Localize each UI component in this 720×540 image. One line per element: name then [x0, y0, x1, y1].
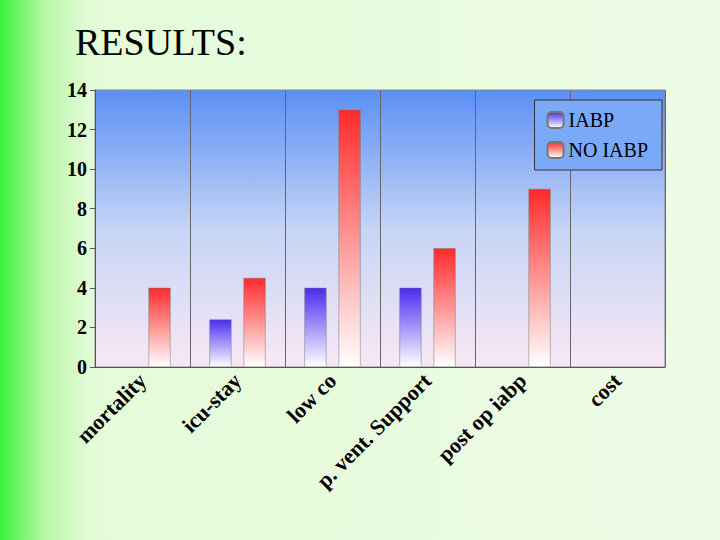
svg-text:IABP: IABP	[569, 109, 615, 131]
svg-text:0: 0	[77, 356, 87, 378]
svg-text:8: 8	[77, 198, 87, 220]
svg-text:low co: low co	[282, 368, 342, 428]
svg-text:6: 6	[77, 237, 87, 259]
svg-text:12: 12	[67, 119, 87, 141]
svg-text:post op iabp: post op iabp	[432, 368, 531, 467]
svg-text:14: 14	[67, 79, 87, 101]
svg-text:cost: cost	[583, 368, 627, 412]
svg-text:4: 4	[77, 277, 87, 299]
svg-text:RESULTS:: RESULTS:	[75, 21, 247, 63]
svg-text:icu-stay: icu-stay	[177, 368, 246, 437]
svg-text:10: 10	[67, 158, 87, 180]
svg-text:p. vent. Support: p. vent. Support	[312, 368, 437, 493]
svg-text:mortality: mortality	[72, 368, 152, 448]
svg-text:2: 2	[77, 316, 87, 338]
svg-text:NO IABP: NO IABP	[569, 139, 648, 161]
